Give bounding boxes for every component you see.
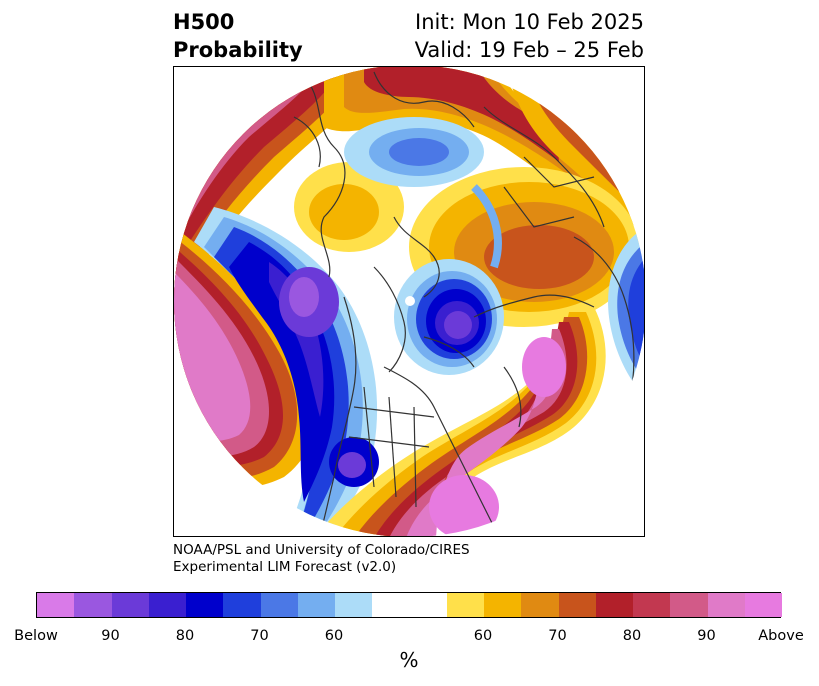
colorbar-segment xyxy=(223,593,261,617)
colorbar-segment xyxy=(74,593,112,617)
colorbar-tick-label: Above xyxy=(758,628,804,644)
colorbar-segment xyxy=(409,593,447,617)
colorbar-segment xyxy=(595,593,633,617)
colorbar-segment xyxy=(186,593,224,617)
colorbar-tick-label: 80 xyxy=(622,628,642,644)
colorbar-segment xyxy=(707,593,745,617)
probability-map xyxy=(174,67,644,536)
below-anomaly-central xyxy=(394,259,504,375)
above-anomaly-north xyxy=(324,67,607,217)
colorbar-tick-label: 90 xyxy=(697,628,716,644)
pole-marker xyxy=(405,296,415,306)
colorbar-tick-label: Below xyxy=(14,628,58,644)
below-anomaly-alaska xyxy=(194,207,379,536)
title-dates: Init: Mon 10 Feb 2025 Valid: 19 Feb – 25… xyxy=(415,8,644,64)
colorbar-segment xyxy=(521,593,559,617)
colorbar-segment xyxy=(297,593,335,617)
colorbar-segment xyxy=(111,593,149,617)
colorbar-segment xyxy=(372,593,410,617)
colorbar-tick-label: 80 xyxy=(175,628,195,644)
below-contour-arctic xyxy=(471,184,502,269)
colorbar-segment xyxy=(484,593,522,617)
colorbar-unit-label: % xyxy=(399,648,419,672)
colorbar-segment xyxy=(670,593,708,617)
colorbar-segment xyxy=(446,593,484,617)
credit-text: NOAA/PSL and University of Colorado/CIRE… xyxy=(173,542,470,576)
title-variable: H500 Probability xyxy=(173,8,303,64)
init-date: Init: Mon 10 Feb 2025 xyxy=(415,10,644,34)
colorbar-segment xyxy=(335,593,373,617)
credit-line2: Experimental LIM Forecast (v2.0) xyxy=(173,559,397,575)
colorbar xyxy=(36,592,782,618)
below-anomaly-east xyxy=(608,227,644,397)
colorbar-tick-label: 60 xyxy=(324,628,344,644)
title-variable-line1: H500 xyxy=(173,10,235,34)
colorbar-segment xyxy=(558,593,596,617)
colorbar-segment xyxy=(260,593,298,617)
colorbar-segment xyxy=(148,593,186,617)
colorbar-segment xyxy=(37,593,75,617)
colorbar-segment xyxy=(633,593,671,617)
coastlines xyxy=(293,71,644,536)
colorbar-tick-label: 60 xyxy=(473,628,493,644)
colorbar-tick-label: 70 xyxy=(250,628,269,644)
below-anomaly-north xyxy=(344,117,484,187)
credit-line1: NOAA/PSL and University of Colorado/CIRE… xyxy=(173,542,470,558)
colorbar-tick-label: 70 xyxy=(548,628,567,644)
above-anomaly-north-america xyxy=(314,307,606,536)
colorbar-segment xyxy=(744,593,782,617)
title-variable-line2: Probability xyxy=(173,38,303,62)
colorbar-tick-label: 90 xyxy=(101,628,120,644)
map-panel xyxy=(173,66,645,537)
valid-date: Valid: 19 Feb – 25 Feb xyxy=(414,38,644,62)
